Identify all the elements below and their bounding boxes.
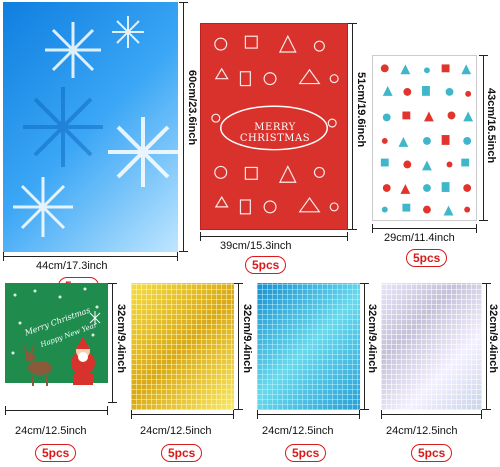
blue-holographic-bag xyxy=(257,283,360,410)
blue-quantity-badge: 5pcs xyxy=(285,444,327,462)
pattern-quantity-badge: 5pcs xyxy=(406,249,448,267)
snowflake-width-label: 44cm/17.3inch xyxy=(36,260,108,272)
gold-holographic-bag xyxy=(131,283,234,410)
merry-christmas-height-line xyxy=(348,23,357,230)
green-santa-width-line xyxy=(5,406,108,415)
green-santa-width-label: 24cm/12.5inch xyxy=(15,425,87,437)
pattern-width-line xyxy=(372,224,477,233)
gold-height-line xyxy=(234,283,243,410)
blue-height-line xyxy=(360,283,369,410)
merry-christmas-quantity-badge: 5pcs xyxy=(245,256,287,274)
blue-width-line xyxy=(257,410,360,419)
pattern-width-label: 29cm/11.4inch xyxy=(384,232,455,244)
merry-christmas-banner: MERRY CHRISTMAS xyxy=(239,122,311,144)
silver-holographic-bag xyxy=(381,283,482,410)
snowflake-width-line xyxy=(3,252,178,261)
silver-width-line xyxy=(381,410,482,419)
silver-height-label: 32cm/9.4inch xyxy=(487,304,499,374)
christmas-icons-pattern xyxy=(380,64,474,216)
merry-christmas-width-line xyxy=(200,232,348,241)
silver-height-line xyxy=(482,283,491,410)
snowflake-pattern xyxy=(13,16,178,237)
gold-height-label: 32cm/9.4inch xyxy=(241,304,253,374)
blue-width-label: 24cm/12.5inch xyxy=(262,425,334,437)
green-santa-height-label: 32cm/9.4inch xyxy=(115,304,127,374)
pattern-bag xyxy=(372,55,477,221)
merry-christmas-height-label: 51cm/19.6inch xyxy=(355,72,367,148)
snowflake-height-line xyxy=(179,2,188,252)
merry-christmas-width-label: 39cm/15.3inch xyxy=(220,240,292,252)
snowflake-bag xyxy=(3,2,178,252)
pattern-height-label: 43cm/16.5inch xyxy=(485,88,497,164)
merry-christmas-bag: MERRY CHRISTMAS xyxy=(200,23,348,230)
santa-reindeer-illustration xyxy=(5,287,108,403)
gold-quantity-badge: 5pcs xyxy=(161,444,203,462)
silver-quantity-badge: 5pcs xyxy=(411,444,453,462)
blue-height-label: 32cm/9.4inch xyxy=(366,304,378,374)
gold-width-line xyxy=(131,410,234,419)
pattern-height-line xyxy=(479,55,488,221)
green-santa-quantity-badge: 5pcs xyxy=(35,444,77,462)
doodle-pattern xyxy=(211,34,339,215)
green-santa-bag: Merry Christmas Happy New Year xyxy=(5,283,108,403)
gold-width-label: 24cm/12.5inch xyxy=(140,425,212,437)
green-santa-height-line xyxy=(108,283,117,403)
snowflake-height-label: 60cm/23.6inch xyxy=(186,70,198,146)
silver-width-label: 24cm/12.5inch xyxy=(386,425,458,437)
